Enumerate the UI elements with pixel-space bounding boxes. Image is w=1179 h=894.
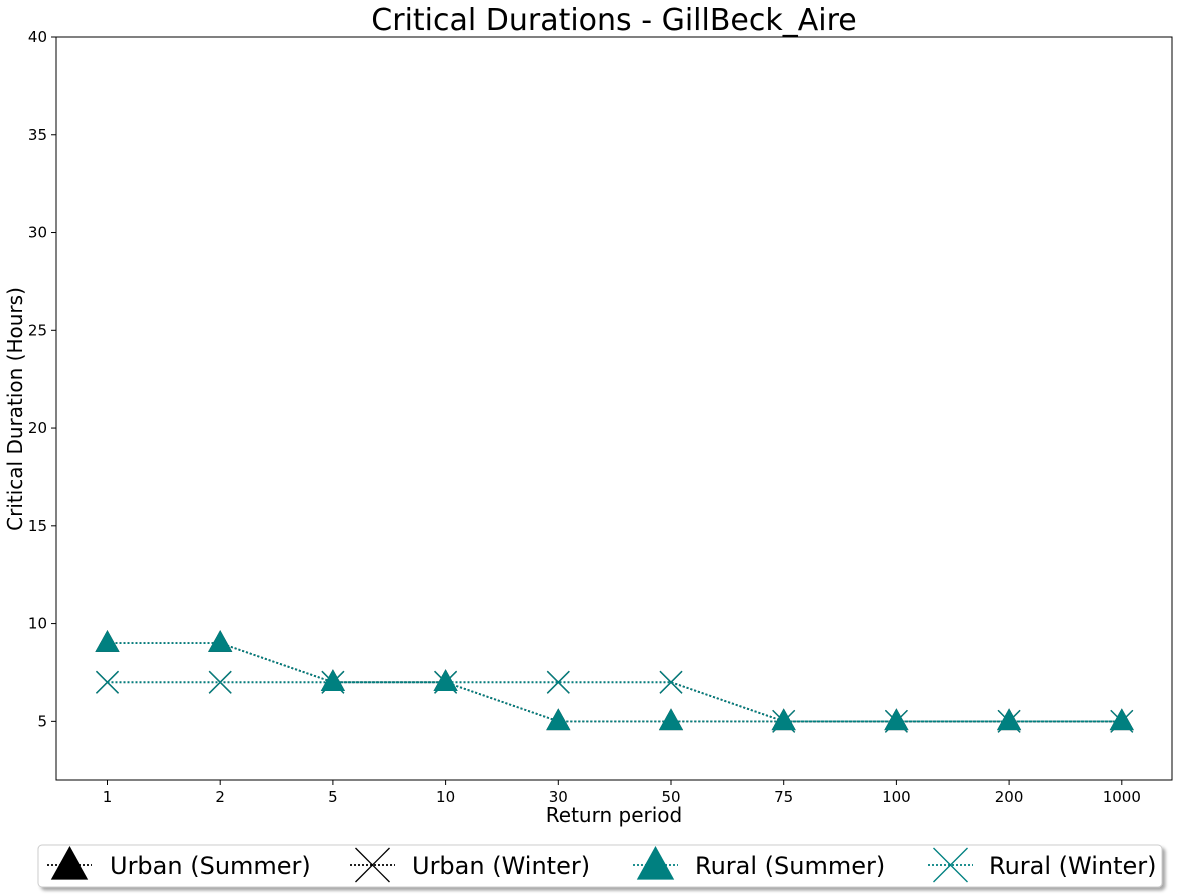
y-axis: 5 10 15 20 25 30 35 40 — [28, 28, 56, 730]
data-point — [997, 708, 1022, 731]
legend-entry: Rural (Winter) — [928, 847, 1157, 883]
x-tick-label: 10 — [436, 788, 455, 806]
y-tick-label: 30 — [28, 224, 47, 242]
y-tick-label: 25 — [28, 321, 47, 339]
data-point — [434, 670, 458, 694]
x-tick-label: 2 — [215, 788, 225, 806]
data-point — [208, 630, 233, 652]
data-point — [433, 669, 458, 692]
legend-label: Urban (Winter) — [412, 852, 590, 880]
data-point — [771, 708, 796, 731]
series-line — [107, 642, 1122, 723]
x-tick-label: 1000 — [1103, 788, 1141, 806]
chart-title: Critical Durations - GillBeck_Aire — [371, 3, 856, 38]
data-point — [884, 709, 908, 733]
y-tick-label: 40 — [28, 28, 47, 46]
legend-marker — [636, 845, 675, 880]
legend-label: Urban (Summer) — [110, 852, 311, 880]
legend: Urban (Summer) Urban (Winter) Rural (Summe… — [37, 844, 1163, 888]
series-line — [107, 681, 1122, 723]
y-axis-label: Critical Duration (Hours) — [3, 287, 27, 531]
legend-marker — [355, 847, 390, 883]
data-point — [320, 669, 345, 692]
y-tick-label: 5 — [37, 712, 47, 730]
data-point — [1110, 709, 1134, 733]
y-tick-label: 15 — [28, 517, 47, 535]
data-point — [772, 709, 796, 733]
legend-entry: Urban (Summer) — [47, 845, 311, 880]
plot-area — [55, 36, 1173, 781]
data-point — [997, 709, 1021, 733]
data-point — [95, 630, 120, 652]
x-tick-label: 30 — [549, 788, 568, 806]
legend-box — [37, 844, 1163, 888]
y-tick-label: 35 — [28, 126, 47, 144]
series-3 — [96, 670, 1134, 733]
legend-entry: Rural (Summer) — [633, 845, 885, 880]
legend-label: Rural (Winter) — [989, 852, 1157, 880]
series-2 — [95, 630, 1134, 731]
data-point — [96, 670, 119, 694]
data-point — [659, 670, 683, 694]
data-point — [546, 708, 571, 731]
x-tick-label: 100 — [882, 788, 911, 806]
x-tick-label: 200 — [995, 788, 1024, 806]
legend-label: Rural (Summer) — [695, 852, 885, 880]
x-axis-label: Return period — [546, 803, 682, 827]
data-point — [208, 670, 232, 694]
data-point — [884, 708, 909, 731]
plot-frame — [55, 36, 1173, 781]
data-point — [546, 670, 570, 694]
data-point — [1109, 708, 1134, 731]
data-point — [321, 670, 345, 694]
legend-marker — [50, 845, 89, 880]
y-tick-label: 20 — [28, 419, 47, 437]
x-tick-label: 50 — [661, 788, 680, 806]
x-axis: 1 2 5 10 30 50 75 100 200 1000 — [103, 780, 1141, 806]
x-tick-label: 75 — [774, 788, 793, 806]
series-layer — [95, 630, 1134, 733]
y-tick-label: 10 — [28, 615, 47, 633]
data-point — [658, 708, 684, 731]
legend-marker — [933, 847, 968, 883]
x-tick-label: 1 — [103, 788, 113, 806]
legend-entry: Urban (Winter) — [350, 847, 590, 883]
x-tick-label: 5 — [328, 788, 338, 806]
